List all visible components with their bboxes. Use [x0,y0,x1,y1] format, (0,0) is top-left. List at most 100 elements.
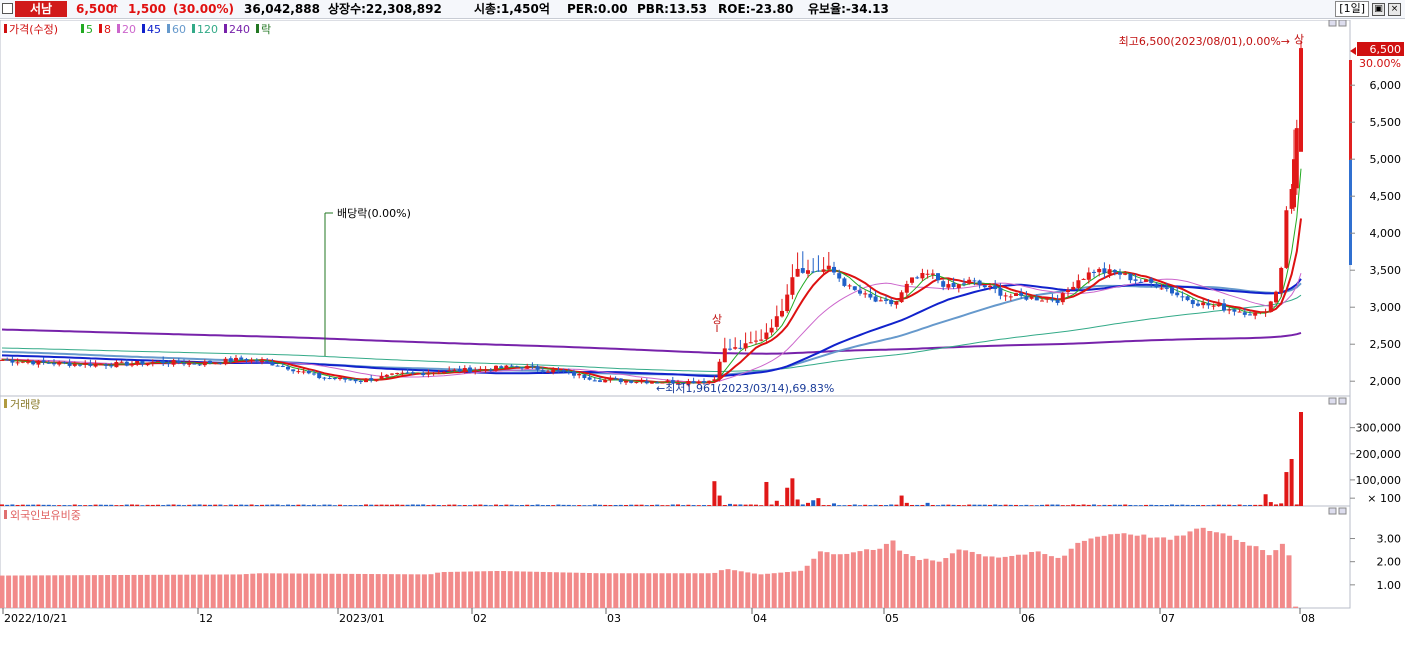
volume-bar [572,505,576,506]
legend-label[interactable]: 8 [104,23,111,36]
candle-body [52,363,56,365]
volume-bar [1185,504,1190,506]
foreign-ratio-bar [633,573,639,608]
volume-bar [566,504,571,506]
candle-body [847,285,852,287]
candle-body [156,361,160,363]
roe-value: ROE:-23.80 [718,2,794,16]
minimize-icon[interactable] [1328,20,1337,27]
candle-body [572,371,576,376]
foreign-ratio-bar [883,543,889,608]
volume-bar [114,505,119,506]
legend-label[interactable]: 45 [147,23,161,36]
foreign-ratio-bar [1194,528,1200,608]
volume-bar [1055,504,1060,506]
candle-body [639,381,644,383]
candle-body [863,293,868,295]
candle-body [1019,292,1024,296]
foreign-ratio-bar [1121,533,1127,608]
candle-body [83,363,88,365]
volume-bar [1118,504,1122,506]
foreign-ratio-bar [322,573,328,608]
foreign-ratio-bar [263,573,269,608]
candle-body [930,273,935,275]
x-tick-label: 08 [1301,612,1315,625]
period-selector[interactable]: [1일] [1335,1,1369,17]
volume-bar [535,504,540,506]
volume-bar [910,504,914,506]
foreign-ratio-bar [1213,532,1219,608]
stock-name[interactable]: 서남 [15,1,67,17]
minimize-icon[interactable] [1328,507,1337,515]
candle-body [135,360,140,365]
foreign-ratio-bar [771,573,777,608]
volume-bar [1232,505,1237,506]
foreign-title-marker [4,510,7,519]
legend-label[interactable]: 락 [261,23,271,36]
x-tick-label: 03 [607,612,621,625]
foreign-ratio-bar [1293,606,1299,608]
legend-label[interactable]: 5 [86,23,93,36]
foreign-ratio-bar [1253,546,1259,608]
volume-bar [728,503,732,506]
candle-body [280,365,285,367]
foreign-ratio-bar [1207,531,1213,608]
stock-chart[interactable]: 가격(수정) 5 8 20 45 60 120 240 락 배당락(0.00%) ←최저1,96… [0,20,1405,648]
candle-body [618,378,623,383]
candle-body [208,360,212,364]
legend-label[interactable]: 240 [229,23,250,36]
candle-body [57,362,62,365]
candle-body [1112,269,1117,273]
foreign-ratio-bar [718,570,724,608]
volume-bar [338,504,342,506]
legend-label[interactable]: 가격(수정) [9,23,58,36]
volume-bar [0,504,4,506]
candle-body [1232,309,1237,312]
foreign-ratio-bar [1147,537,1153,608]
foreign-ratio-bar [1286,555,1292,608]
restore-icon[interactable]: ▣ [1372,2,1385,16]
volume-bar [332,505,337,506]
volume-tick-label: 100,000 [1356,474,1402,487]
volume-bar [228,504,233,506]
foreign-ratio-bar [976,554,982,608]
candle-body [1123,273,1128,275]
foreign-ratio-bar [408,574,414,608]
volume-bar [754,504,758,506]
volume-bar [592,504,597,506]
legend-swatch [224,24,227,33]
candle-body [816,270,821,272]
candle-body [624,380,628,383]
candle-body [1071,286,1076,290]
foreign-ratio-bar [349,573,355,608]
price-panel-buttons[interactable] [1328,20,1347,27]
foreign-tick-label: 2.00 [1377,556,1402,569]
volume-bar [1034,505,1039,506]
close-icon[interactable] [1338,507,1347,515]
legend-label[interactable]: 60 [172,23,186,36]
foreign-ratio-bar [32,575,38,608]
candle-body [566,371,571,373]
close-icon[interactable] [1338,397,1347,405]
legend-label[interactable]: 120 [197,23,218,36]
candle-body [5,359,10,361]
close-icon[interactable] [1338,20,1347,27]
candle-body [821,269,826,272]
foreign-ratio-bar [573,572,579,608]
foreign-ratio-bar [837,554,843,608]
select-checkbox[interactable] [2,3,13,14]
volume-bar [1097,505,1102,506]
candle-body [1050,299,1055,301]
volume-bar [384,504,389,506]
volume-bar [166,504,171,506]
candle-body [36,360,41,365]
candle-body [988,285,992,287]
close-icon[interactable]: × [1388,2,1401,16]
candle-body [1237,311,1242,313]
volume-bar [1248,504,1252,506]
minimize-icon[interactable] [1328,397,1337,405]
volume-bar [379,504,384,506]
candle-body [31,361,36,365]
candle-body [187,362,192,365]
legend-label[interactable]: 20 [122,23,136,36]
